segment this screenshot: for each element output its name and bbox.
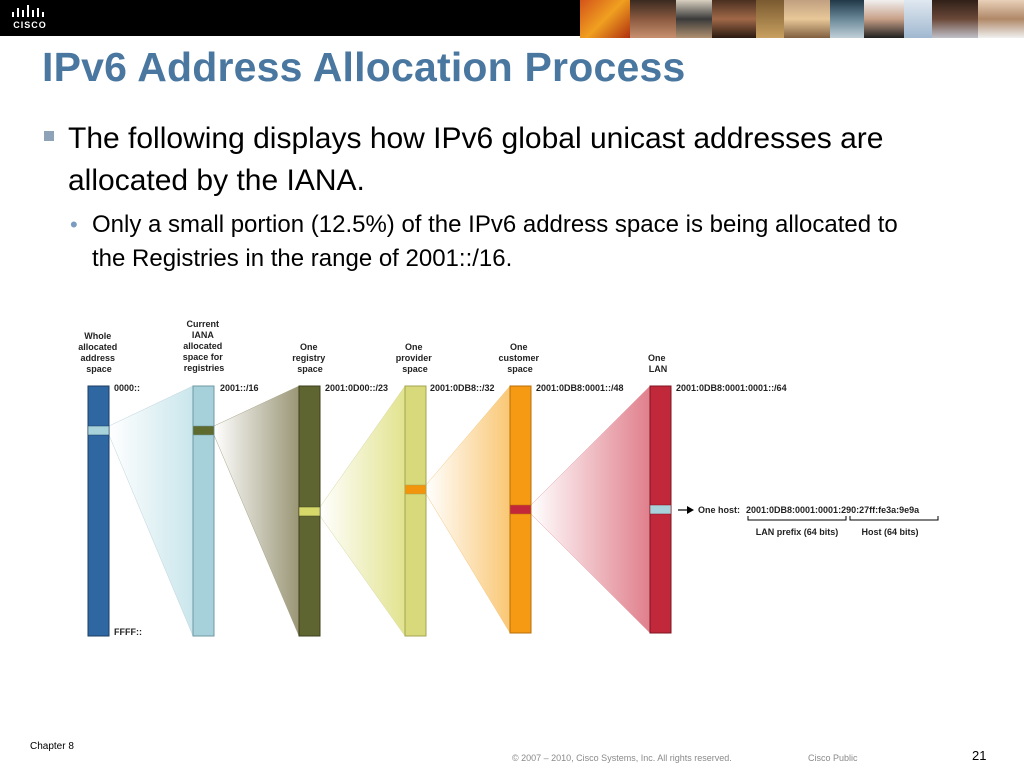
prefix-label: 2001:0DB8::/32 (430, 383, 495, 393)
photo-image (784, 0, 830, 38)
lan-prefix-label: LAN prefix (64 bits) (756, 527, 839, 537)
column-lan (649, 385, 672, 634)
bullet-text: The following displays how IPv6 global u… (68, 122, 884, 197)
prefix-label: 0000:: (114, 383, 140, 393)
footer-copyright: © 2007 – 2010, Cisco Systems, Inc. All r… (512, 753, 732, 763)
logo-wordmark: CISCO (13, 20, 47, 30)
expansion-funnel (530, 385, 651, 634)
bullet-text: Only a small portion (12.5%) of the IPv6… (92, 211, 898, 272)
column-header-lan: One LAN (648, 353, 668, 374)
photo-image (630, 0, 676, 38)
dot-bullet-icon: • (70, 212, 78, 237)
end-address-label: FFFF:: (114, 627, 142, 637)
column-customer-space (509, 385, 532, 634)
page-title: IPv6 Address Allocation Process (42, 44, 686, 90)
header-bar: CISCO (0, 0, 1024, 40)
cisco-logo: CISCO (0, 0, 60, 36)
photo-image (676, 0, 712, 38)
cisco-bridge-icon (12, 5, 44, 17)
arrow-right-icon (687, 506, 694, 514)
column-header-iana: Current IANA allocated space for registr… (183, 319, 226, 373)
photo-image (864, 0, 904, 38)
photo-image (904, 0, 932, 38)
expansion-funnel (425, 385, 511, 634)
column-whole-space (87, 385, 110, 637)
photo-image (978, 0, 1024, 38)
photo-image (712, 0, 756, 38)
lan-prefix-brace (747, 516, 847, 521)
host-bits-brace (849, 516, 939, 521)
prefix-label: 2001:0D00::/23 (325, 383, 388, 393)
footer-chapter: Chapter 8 (30, 741, 74, 752)
column-header-provider: One provider space (396, 342, 435, 374)
expansion-funnel (213, 385, 300, 637)
page-number: 21 (972, 748, 987, 763)
header-photo-strip (580, 0, 1024, 38)
host-bits-label: Host (64 bits) (861, 527, 918, 537)
prefix-label: 2001:0DB8:0001::/48 (536, 383, 624, 393)
expansion-funnel (108, 385, 194, 637)
column-provider-space (404, 385, 427, 637)
photo-image (830, 0, 864, 38)
column-registry-space (298, 385, 321, 637)
host-address: 2001:0DB8:0001:0001:290:27ff:fe3a:9e9a (746, 505, 920, 515)
footer-classification: Cisco Public (808, 753, 858, 763)
column-header-whole: Whole allocated address space (78, 331, 120, 374)
host-label: One host: (698, 505, 740, 515)
square-bullet-icon (44, 131, 54, 141)
header-black-band (60, 0, 580, 36)
prefix-label: 2001:0DB8:0001:0001::/64 (676, 383, 787, 393)
photo-image (580, 0, 630, 38)
expansion-funnel (319, 385, 406, 637)
photo-image (756, 0, 784, 38)
photo-image (932, 0, 978, 38)
allocation-diagram: Whole allocated address space Current IA… (78, 319, 939, 637)
prefix-label: 2001::/16 (220, 383, 259, 393)
column-iana-space (192, 385, 215, 637)
column-header-customer: One customer space (498, 342, 541, 374)
column-header-registry: One registry space (292, 342, 328, 374)
